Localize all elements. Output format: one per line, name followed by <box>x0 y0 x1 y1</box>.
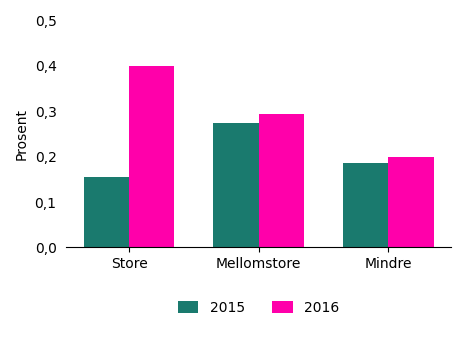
Bar <box>213 123 259 248</box>
Y-axis label: Prosent: Prosent <box>15 108 29 160</box>
Legend: 2015, 2016: 2015, 2016 <box>172 295 345 321</box>
Bar <box>343 163 388 248</box>
Bar <box>259 114 304 248</box>
Bar <box>84 177 129 248</box>
Bar <box>388 157 433 248</box>
Bar <box>129 66 174 248</box>
